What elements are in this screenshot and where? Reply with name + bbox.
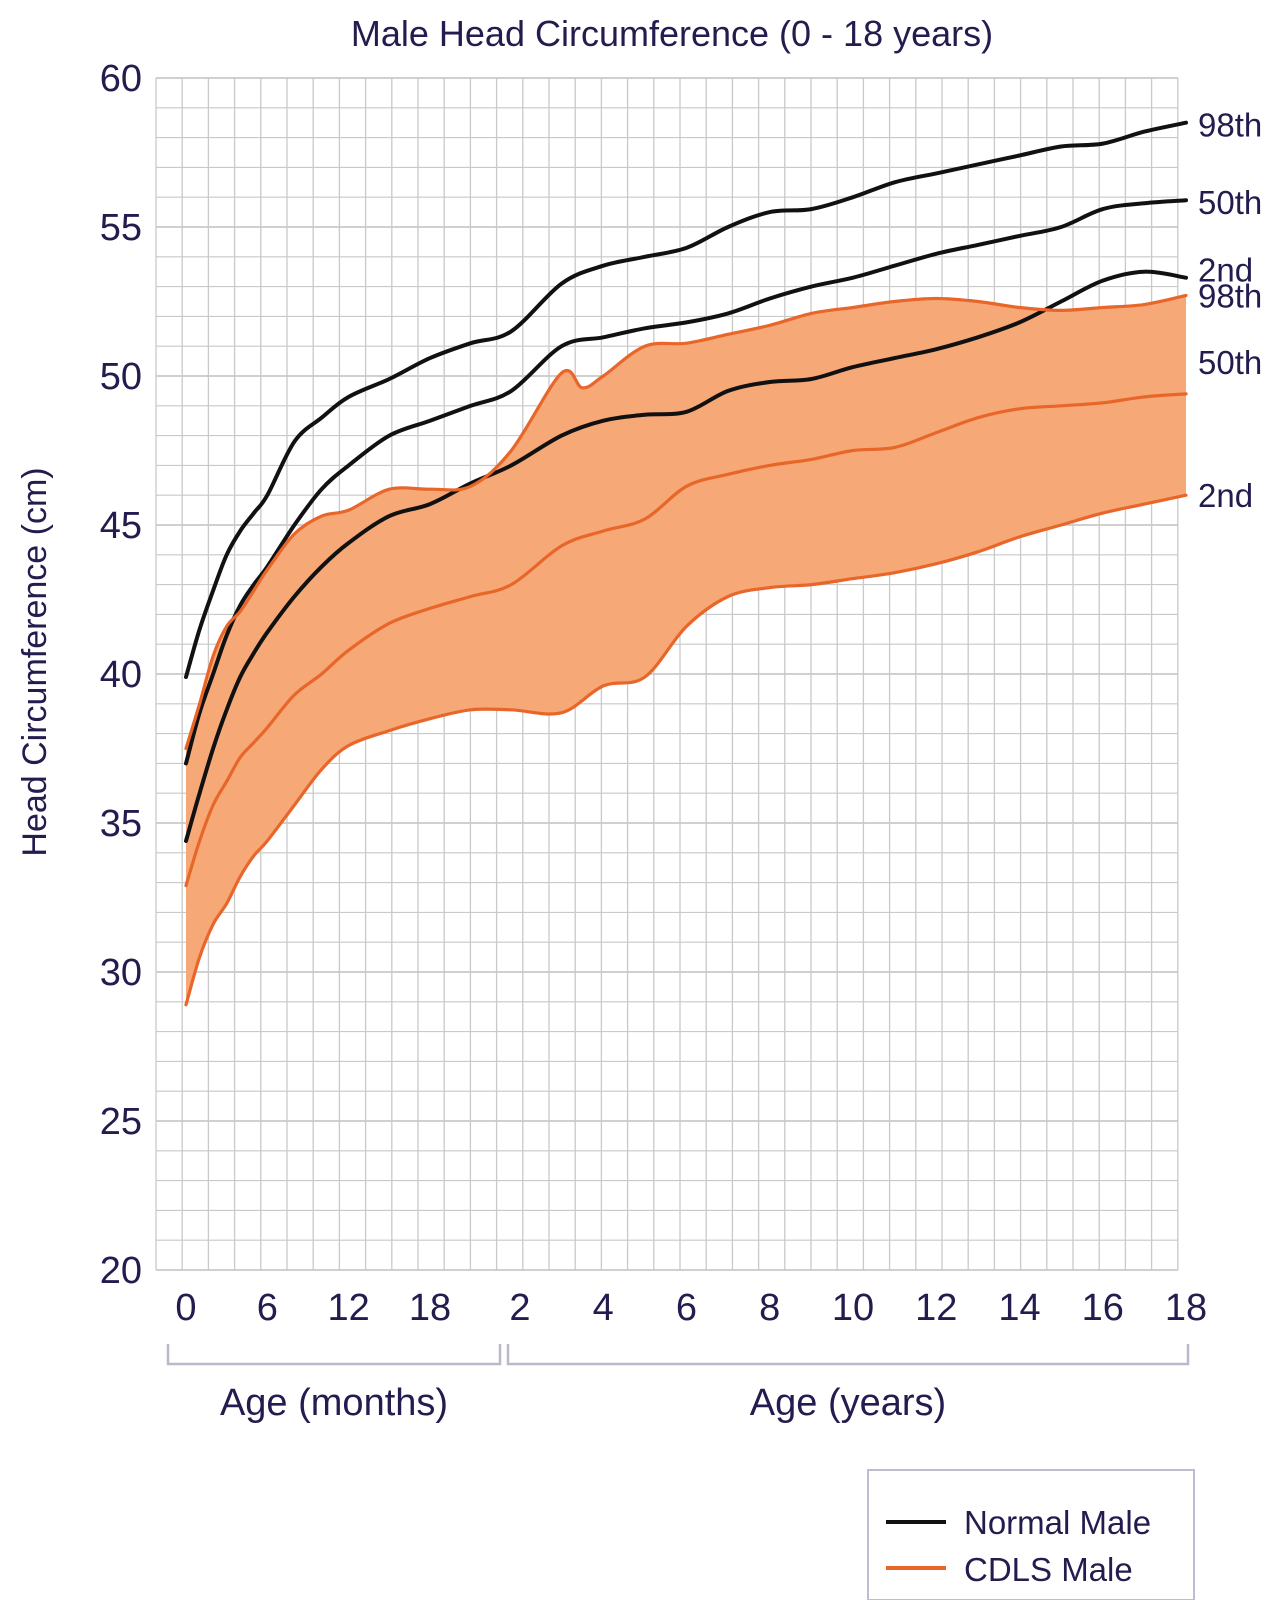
x-tick-label: 12: [915, 1287, 957, 1329]
x-ticks: 0 6 12 18 2 4 6 8 10 12 14 16 18: [175, 1287, 1207, 1329]
x-tick-label: 0: [175, 1287, 196, 1329]
normal-50th-line: [184, 198, 1188, 766]
y-tick-label: 50: [100, 356, 142, 398]
y-tick-label: 20: [100, 1250, 142, 1292]
cdls-98th-label: 98th: [1198, 278, 1262, 315]
cdls-2nd-label: 2nd: [1198, 477, 1253, 514]
cdls-band: [186, 295, 1186, 1005]
chart-title: Male Head Circumference (0 - 18 years): [351, 13, 993, 54]
x-tick-label: 2: [509, 1287, 530, 1329]
cdls-band-area: [186, 295, 1186, 1005]
normal-50th-label: 50th: [1198, 184, 1262, 221]
x-tick-label: 10: [832, 1287, 874, 1329]
y-ticks: 20 25 30 35 40 45 50 55 60: [100, 58, 142, 1292]
cdls-50th-line: [184, 392, 1188, 888]
cdls-50th-label: 50th: [1198, 344, 1262, 381]
normal-2nd-line: [184, 269, 1188, 843]
y-tick-label: 30: [100, 952, 142, 994]
x-tick-label: 18: [409, 1287, 451, 1329]
legend-normal-label: Normal Male: [964, 1504, 1151, 1541]
x-tick-label: 14: [998, 1287, 1040, 1329]
y-tick-label: 55: [100, 207, 142, 249]
normal-98th-label: 98th: [1198, 107, 1262, 144]
y-tick-label: 25: [100, 1101, 142, 1143]
age-group-label: Age (months): [220, 1382, 448, 1424]
series-lines: [184, 120, 1188, 1007]
x-tick-label: 8: [759, 1287, 780, 1329]
cdls-2nd-line: [184, 493, 1188, 1007]
y-tick-label: 35: [100, 803, 142, 845]
age-bracket: [166, 1344, 502, 1366]
legend-box: [867, 1469, 1195, 1600]
y-tick-label: 40: [100, 654, 142, 696]
x-tick-label: 4: [593, 1287, 614, 1329]
y-tick-label: 60: [100, 58, 142, 100]
x-tick-label: 16: [1082, 1287, 1124, 1329]
x-tick-label: 12: [328, 1287, 370, 1329]
legend-cdls-label: CDLS Male: [964, 1551, 1133, 1588]
age-brackets: Age (months) Age (years): [166, 1344, 1190, 1424]
legend: Normal Male CDLS Male: [867, 1469, 1195, 1600]
x-tick-label: 6: [257, 1287, 278, 1329]
normal-98th-line: [184, 120, 1188, 679]
normal-2nd-label: 2nd: [1198, 252, 1253, 289]
cdls-98th-line: [184, 293, 1188, 751]
age-bracket: [506, 1344, 1190, 1366]
y-axis-label: Head Circumference (cm): [16, 467, 54, 856]
x-tick-label: 18: [1165, 1287, 1207, 1329]
age-group-label: Age (years): [750, 1382, 946, 1424]
y-tick-label: 45: [100, 505, 142, 547]
x-tick-label: 6: [676, 1287, 697, 1329]
